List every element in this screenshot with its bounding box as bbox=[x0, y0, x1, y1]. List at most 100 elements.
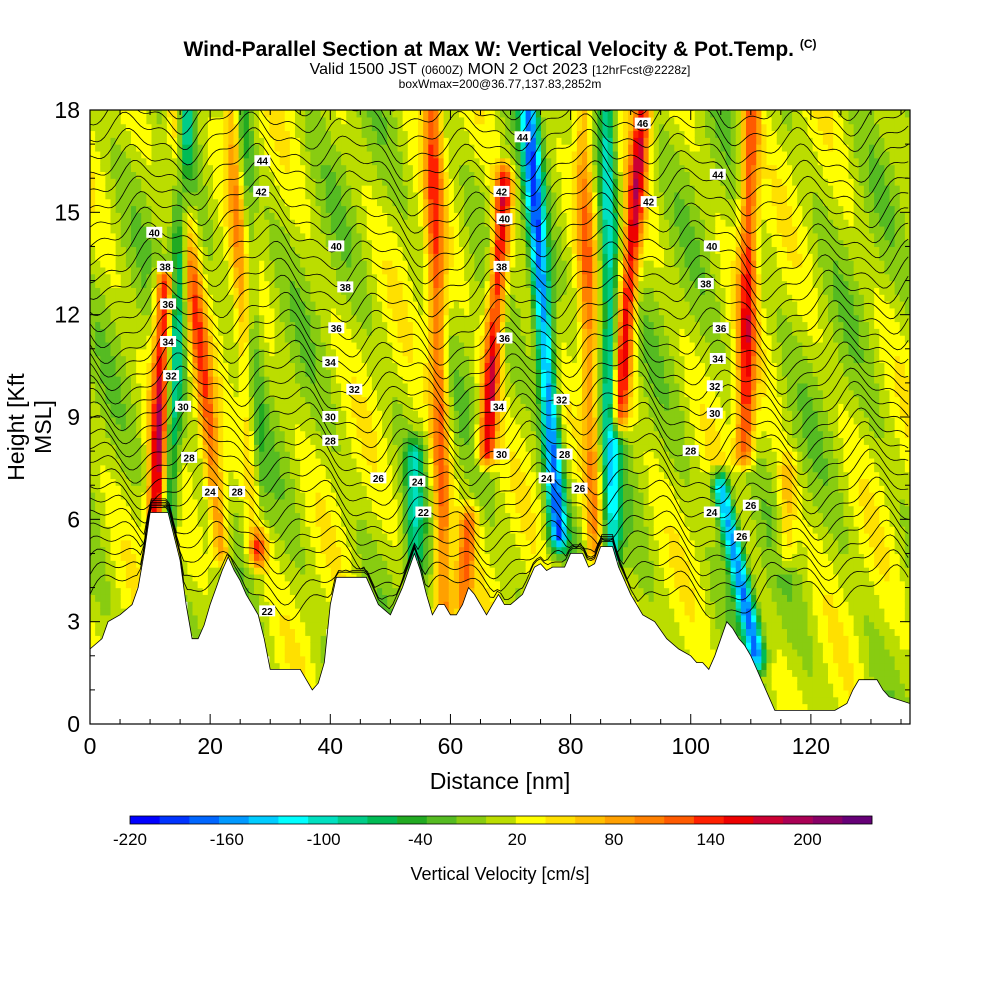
velocity-cell bbox=[95, 451, 101, 459]
velocity-cell bbox=[269, 635, 276, 643]
velocity-cell bbox=[233, 437, 240, 445]
velocity-cell bbox=[300, 655, 306, 664]
velocity-cell bbox=[269, 280, 276, 288]
velocity-cell bbox=[238, 512, 245, 520]
velocity-cell bbox=[346, 219, 352, 227]
velocity-cell bbox=[310, 212, 317, 220]
velocity-cell bbox=[274, 307, 281, 316]
velocity-cell bbox=[310, 587, 317, 595]
velocity-cell bbox=[218, 410, 224, 418]
velocity-cell bbox=[218, 505, 224, 514]
velocity-cell bbox=[361, 417, 368, 425]
velocity-cell bbox=[228, 546, 235, 555]
velocity-cell bbox=[218, 348, 224, 357]
velocity-cell bbox=[223, 110, 229, 118]
velocity-cell bbox=[187, 225, 194, 234]
velocity-cell bbox=[412, 532, 419, 541]
velocity-cell bbox=[110, 137, 117, 145]
velocity-cell bbox=[223, 341, 229, 350]
velocity-cell bbox=[351, 560, 358, 568]
velocity-cell bbox=[289, 567, 296, 575]
velocity-cell bbox=[325, 205, 332, 213]
velocity-cell bbox=[115, 457, 122, 466]
velocity-cell bbox=[371, 498, 378, 507]
velocity-cell bbox=[310, 137, 317, 145]
velocity-cell bbox=[238, 144, 245, 152]
velocity-cell bbox=[397, 335, 404, 343]
velocity-cell bbox=[207, 110, 214, 118]
velocity-cell bbox=[166, 437, 173, 445]
velocity-cell bbox=[207, 225, 214, 234]
velocity-cell bbox=[284, 137, 291, 145]
velocity-cell bbox=[264, 587, 270, 595]
velocity-cell bbox=[136, 512, 142, 520]
velocity-cell bbox=[407, 485, 414, 493]
velocity-cell bbox=[412, 355, 419, 364]
velocity-cell bbox=[177, 451, 183, 459]
velocity-cell bbox=[218, 362, 224, 370]
velocity-cell bbox=[243, 321, 250, 329]
velocity-cell bbox=[305, 273, 311, 282]
velocity-cell bbox=[407, 123, 414, 132]
velocity-cell bbox=[125, 219, 132, 227]
velocity-cell bbox=[151, 273, 158, 282]
velocity-cell bbox=[131, 403, 137, 411]
velocity-cell bbox=[207, 553, 214, 561]
velocity-cell bbox=[336, 348, 342, 357]
velocity-cell bbox=[341, 185, 347, 193]
velocity-cell bbox=[295, 546, 301, 555]
velocity-cell bbox=[418, 171, 424, 179]
velocity-cell bbox=[156, 464, 163, 473]
velocity-cell bbox=[325, 150, 332, 159]
velocity-cell bbox=[274, 171, 281, 179]
velocity-cell bbox=[341, 157, 347, 166]
velocity-cell bbox=[423, 526, 429, 534]
velocity-cell bbox=[207, 369, 214, 377]
velocity-cell bbox=[361, 205, 368, 213]
velocity-cell bbox=[187, 335, 194, 343]
velocity-cell bbox=[402, 532, 409, 541]
velocity-cell bbox=[223, 239, 229, 248]
velocity-cell bbox=[120, 171, 127, 179]
velocity-cell bbox=[156, 239, 163, 248]
velocity-cell bbox=[197, 485, 204, 493]
velocity-cell bbox=[402, 246, 409, 254]
velocity-cell bbox=[100, 123, 106, 132]
velocity-cell bbox=[310, 444, 317, 452]
velocity-cell bbox=[315, 205, 322, 213]
velocity-cell bbox=[110, 553, 117, 561]
velocity-cell bbox=[289, 546, 296, 555]
velocity-cell bbox=[315, 573, 322, 582]
velocity-cell bbox=[254, 341, 260, 350]
velocity-cell bbox=[131, 341, 137, 350]
velocity-cell bbox=[248, 560, 255, 568]
velocity-cell bbox=[197, 403, 204, 411]
velocity-cell bbox=[228, 430, 235, 439]
velocity-cell bbox=[402, 369, 409, 377]
velocity-cell bbox=[248, 362, 255, 370]
velocity-cell bbox=[366, 191, 373, 200]
velocity-cell bbox=[207, 205, 214, 213]
velocity-cell bbox=[330, 539, 337, 548]
velocity-cell bbox=[156, 485, 163, 493]
velocity-cell bbox=[172, 478, 178, 486]
velocity-cell bbox=[397, 198, 404, 207]
velocity-cell bbox=[361, 423, 368, 432]
velocity-cell bbox=[120, 580, 127, 589]
velocity-cell bbox=[274, 553, 281, 561]
velocity-cell bbox=[433, 417, 440, 425]
velocity-cell bbox=[269, 457, 276, 466]
velocity-cell bbox=[382, 355, 388, 364]
velocity-cell bbox=[207, 335, 214, 343]
velocity-cell bbox=[346, 212, 352, 220]
velocity-cell bbox=[300, 225, 306, 234]
velocity-cell bbox=[300, 635, 306, 643]
velocity-cell bbox=[341, 464, 347, 473]
velocity-cell bbox=[279, 389, 286, 398]
velocity-cell bbox=[213, 382, 219, 391]
velocity-cell bbox=[187, 178, 194, 186]
velocity-cell bbox=[295, 553, 301, 561]
velocity-cell bbox=[418, 164, 424, 172]
velocity-cell bbox=[295, 246, 301, 254]
velocity-cell bbox=[151, 451, 158, 459]
